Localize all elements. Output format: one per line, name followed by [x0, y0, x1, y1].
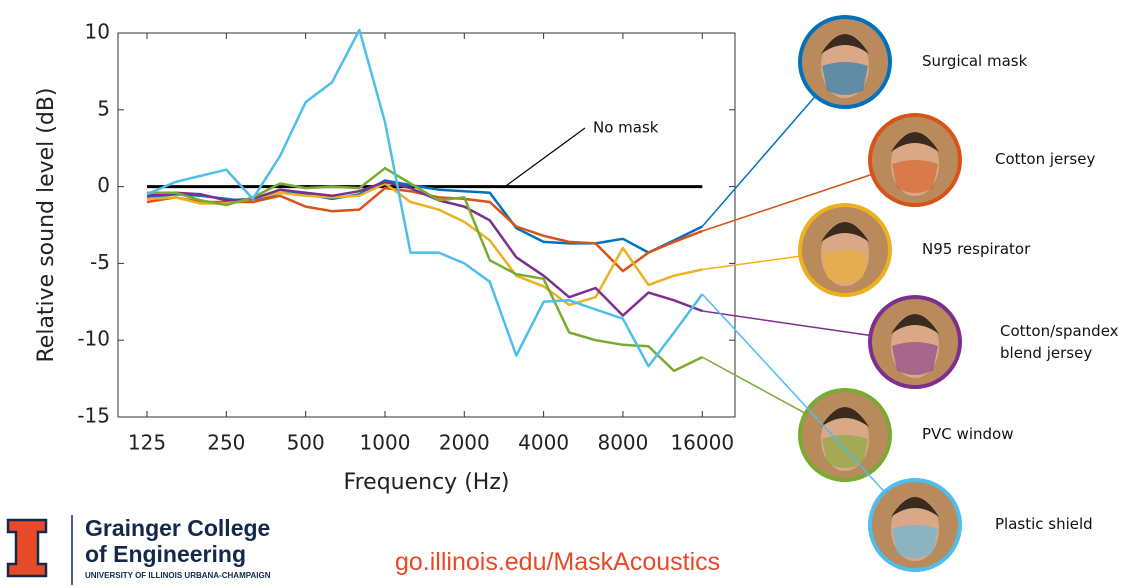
college-name: Grainger College — [85, 515, 270, 542]
legend-connector — [702, 256, 800, 269]
legend-label: N95 respirator — [922, 238, 1062, 260]
x-tick-label: 500 — [287, 431, 325, 455]
y-tick-label: -5 — [90, 250, 110, 274]
y-tick-label: 10 — [85, 20, 110, 44]
x-tick-label: 250 — [207, 431, 245, 455]
x-tick-label: 2000 — [439, 431, 490, 455]
legend-connector — [702, 357, 805, 413]
x-tick-label: 8000 — [597, 431, 648, 455]
x-tick-label: 125 — [128, 431, 166, 455]
x-tick-label: 16000 — [670, 431, 734, 455]
x-tick-label: 1000 — [360, 431, 411, 455]
legend-photo — [870, 115, 960, 205]
mask — [892, 160, 938, 193]
x-tick-label: 4000 — [518, 431, 569, 455]
legend-photo — [800, 390, 890, 480]
logo-mark — [8, 520, 46, 576]
legend-photo — [800, 205, 890, 295]
annotation-pointer — [505, 128, 585, 187]
page: 125 250 500 1000 2000 4000 8000 16000 10 5 0 -5 -10 -… — [0, 0, 1143, 588]
series-line — [147, 184, 702, 305]
legend-photo — [870, 297, 960, 387]
legend-connector — [702, 311, 870, 335]
legend-photo — [870, 480, 960, 570]
x-axis-title: Frequency (Hz) — [344, 470, 510, 495]
legend-photo — [800, 17, 890, 107]
legend-connector — [702, 96, 815, 227]
y-tick-label: -15 — [77, 404, 110, 428]
legend-label: Cotton jersey — [995, 148, 1135, 170]
college-name: of Engineering — [85, 541, 246, 568]
legend-label: Surgical mask — [922, 50, 1062, 72]
legend-label: Cotton/spandex blend jersey — [1000, 320, 1140, 364]
illinois-logo — [8, 515, 72, 585]
university-name: UNIVERSITY OF ILLINOIS URBANA-CHAMPAIGN — [85, 571, 270, 580]
legend-label: Plastic shield — [995, 513, 1135, 535]
mask — [822, 250, 868, 283]
y-tick-label: -10 — [77, 327, 110, 351]
y-tick-label: 0 — [97, 173, 110, 197]
y-tick-label: 5 — [97, 96, 110, 120]
annotation: No mask — [593, 119, 659, 137]
y-axis-title: Relative sound level (dB) — [34, 87, 59, 362]
mask — [822, 435, 868, 468]
plot-frame — [118, 33, 735, 417]
chart: 125 250 500 1000 2000 4000 8000 16000 10 5 0 -5 -10 -… — [0, 0, 1143, 588]
mask — [892, 525, 938, 558]
mask — [892, 342, 938, 375]
series-line — [147, 30, 702, 366]
legend-label: PVC window — [922, 423, 1062, 445]
mask — [822, 62, 868, 95]
url: go.illinois.edu/MaskAcoustics — [395, 548, 720, 577]
